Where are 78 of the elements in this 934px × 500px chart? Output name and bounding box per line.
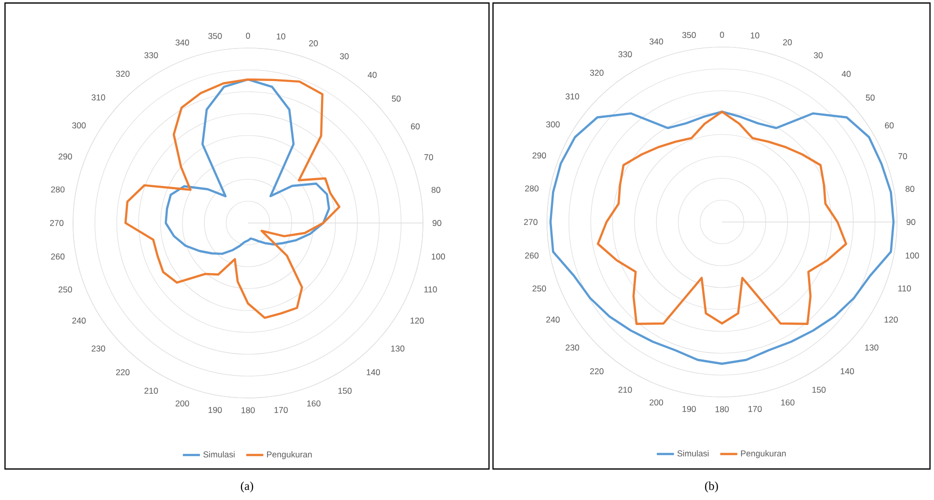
spoke-label: 240 <box>546 316 560 323</box>
spoke-label: 290 <box>58 153 72 160</box>
spoke-label: 180 <box>716 406 729 412</box>
spoke-label: 80 <box>906 186 914 192</box>
spoke-label: 110 <box>424 286 437 292</box>
spoke-label: 130 <box>391 346 404 352</box>
spoke-label: 260 <box>51 254 65 260</box>
spoke-label: 250 <box>58 286 72 293</box>
text: (a) <box>240 482 254 492</box>
spoke-label: 340 <box>176 40 190 46</box>
spoke-label: 30 <box>814 52 823 58</box>
spoke-label: 180 <box>242 407 255 414</box>
spoke-label: 20 <box>783 39 792 46</box>
spoke-label: 330 <box>144 52 158 58</box>
spoke-label: 200 <box>176 400 190 406</box>
spoke-label: 70 <box>424 154 434 160</box>
spoke-label: 30 <box>340 53 349 60</box>
spoke-label: 290 <box>532 152 546 158</box>
spoke-label: 50 <box>392 96 401 102</box>
spoke-label: 110 <box>898 285 911 292</box>
spoke-label: 210 <box>144 388 158 394</box>
spoke-label: 40 <box>368 72 377 78</box>
spoke-label: 230 <box>92 346 106 352</box>
spoke-label: 220 <box>116 369 130 376</box>
spoke-label: 0 <box>246 32 250 39</box>
spoke-label: 120 <box>884 316 898 323</box>
spoke-label: 120 <box>410 318 424 324</box>
spoke-label: 90 <box>432 220 442 226</box>
spoke-label: 220 <box>590 368 604 374</box>
legend-label: Pengukuran <box>741 450 786 458</box>
spoke-label: 350 <box>208 33 222 40</box>
legend-label: Simulasi <box>677 450 709 456</box>
spoke-label: 160 <box>307 400 320 406</box>
spoke-label: 150 <box>812 386 826 393</box>
legend-label: Pengukuran <box>267 451 312 460</box>
spoke-label: 100 <box>432 254 445 260</box>
spoke-label: 260 <box>525 252 539 259</box>
spoke-label: 300 <box>546 121 560 128</box>
spoke-label: 0 <box>720 32 724 38</box>
spoke-label: 270 <box>524 218 538 225</box>
spoke-label: 150 <box>338 388 352 394</box>
spoke-label: 60 <box>411 123 420 130</box>
spoke-label: 250 <box>532 286 546 292</box>
spoke-label: 130 <box>865 344 878 351</box>
spoke-label: 100 <box>906 252 919 259</box>
spoke-label: 190 <box>682 406 696 412</box>
spoke-label: 320 <box>116 70 130 77</box>
spoke-label: 170 <box>274 406 288 413</box>
spoke-label: 10 <box>276 33 286 40</box>
spoke-label: 170 <box>748 406 762 412</box>
spoke-label: 60 <box>884 122 894 128</box>
spoke-label: 230 <box>566 344 580 351</box>
spoke-label: 340 <box>650 38 664 45</box>
spoke-label: 190 <box>208 406 222 413</box>
spoke-label: 10 <box>750 32 760 38</box>
spoke-label: 40 <box>842 70 851 77</box>
spoke-label: 280 <box>51 186 65 192</box>
legend-label: Simulasi <box>203 451 235 458</box>
spoke-label: 140 <box>840 368 854 374</box>
spoke-label: 70 <box>898 153 908 160</box>
spoke-label: 90 <box>906 218 916 225</box>
spoke-label: 330 <box>618 51 632 58</box>
spoke-label: 210 <box>618 386 632 393</box>
spoke-label: 50 <box>866 94 875 101</box>
spoke-label: 280 <box>525 185 539 192</box>
spoke-label: 270 <box>50 220 64 226</box>
spoke-label: 320 <box>590 70 604 76</box>
spoke-label: 80 <box>432 186 440 193</box>
spoke-label: 300 <box>72 122 86 128</box>
spoke-label: 310 <box>92 94 106 100</box>
spoke-label: 140 <box>366 369 380 376</box>
spoke-label: 310 <box>566 93 580 100</box>
spoke-label: 160 <box>781 399 794 406</box>
text: (b) <box>705 482 718 492</box>
spoke-label: 240 <box>72 318 86 324</box>
spoke-label: 20 <box>309 40 318 46</box>
spoke-label: 350 <box>682 32 696 38</box>
spoke-label: 200 <box>650 399 664 406</box>
